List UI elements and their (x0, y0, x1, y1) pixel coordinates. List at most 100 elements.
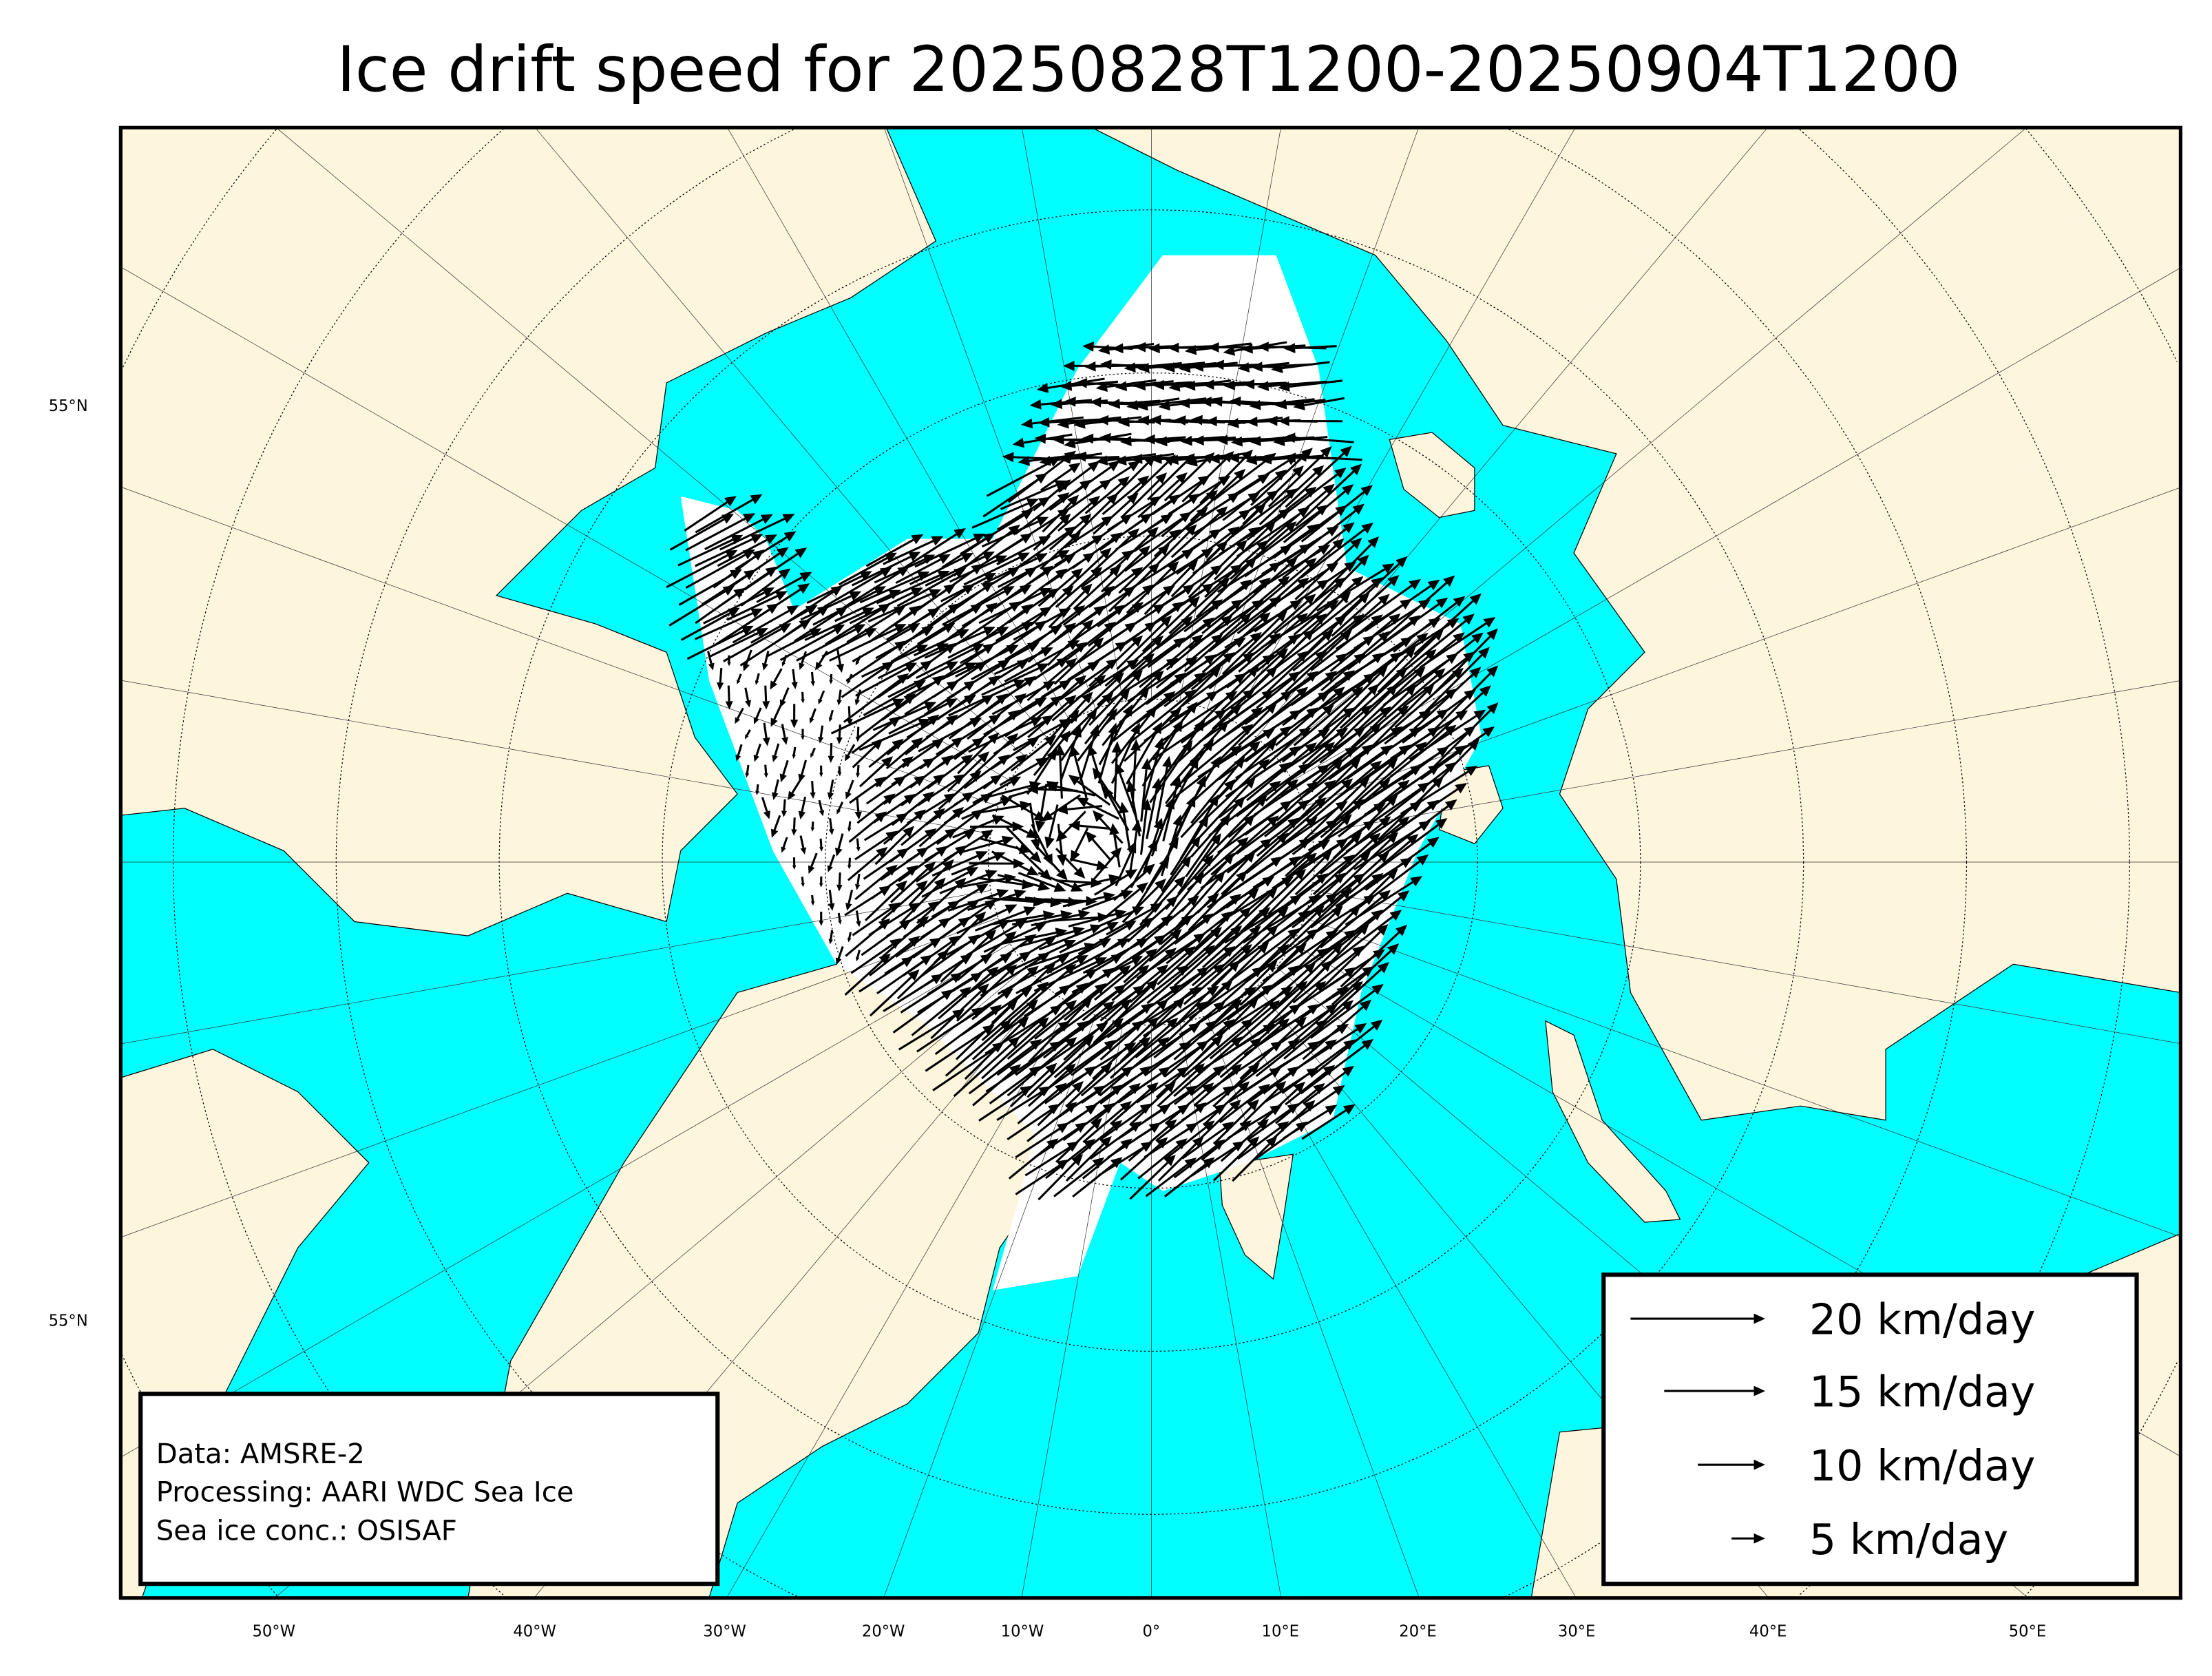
drift-arrow (1055, 848, 1086, 879)
drift-arrow (706, 651, 715, 671)
drift-arrow (1124, 529, 1181, 572)
drift-arrow (978, 533, 1033, 568)
drift-arrow (948, 680, 1026, 717)
drift-arrow (1053, 637, 1104, 685)
drift-arrow (1040, 462, 1081, 492)
drift-arrow (1010, 735, 1057, 772)
drift-arrow (898, 846, 948, 883)
drift-arrow (1257, 380, 1327, 392)
drift-arrow (1313, 832, 1381, 895)
latitude-circle (1508, 129, 1968, 863)
info-box: Data: AMSRE-2 Processing: AARI WDC Sea I… (138, 1392, 720, 1586)
drift-arrow (1285, 629, 1352, 693)
drift-arrow (981, 981, 1049, 1042)
drift-arrow (1116, 965, 1189, 1021)
drift-arrow (1005, 826, 1042, 863)
drift-arrow (1180, 779, 1236, 839)
drift-arrow (1185, 813, 1231, 877)
drift-arrow (1070, 672, 1124, 724)
drift-arrow (1382, 653, 1459, 706)
drift-arrow (799, 651, 808, 671)
drift-arrow (1238, 613, 1308, 673)
drift-arrow (1256, 797, 1327, 857)
drift-arrow (1365, 799, 1440, 855)
drift-arrow (981, 663, 1049, 696)
drift-arrow (1402, 651, 1475, 708)
drift-arrow (1292, 1085, 1345, 1122)
drift-arrow (1339, 667, 1408, 729)
drift-arrow (1249, 398, 1315, 410)
drift-arrow (815, 650, 828, 671)
drift-arrow (1228, 1067, 1282, 1104)
drift-arrow (1275, 399, 1326, 410)
drift-arrow (1201, 577, 1272, 634)
drift-arrow (677, 534, 744, 567)
drift-arrow (1283, 432, 1354, 443)
drift-arrow (1084, 476, 1130, 514)
drift-arrow (1304, 554, 1369, 620)
drift-arrow (1229, 521, 1297, 580)
drift-arrow (1141, 720, 1183, 787)
drift-arrow (1055, 744, 1066, 799)
drift-arrow (1294, 463, 1362, 527)
drift-arrow (1173, 870, 1225, 931)
drift-arrow (819, 911, 824, 926)
drift-arrow (905, 714, 958, 755)
lon-label: 50°E (2009, 1622, 2046, 1640)
drift-arrow (1033, 513, 1071, 551)
drift-arrow (996, 985, 1071, 1038)
drift-arrow (925, 791, 975, 826)
drift-arrow (1424, 647, 1490, 713)
drift-arrow (1161, 835, 1201, 892)
drift-arrow (849, 776, 887, 804)
drift-arrow (1157, 1135, 1204, 1182)
drift-arrow (996, 496, 1051, 531)
drift-arrow (1209, 1000, 1281, 1060)
drift-arrow (743, 649, 752, 672)
drift-arrow (1219, 1083, 1271, 1124)
drift-arrow (1157, 1063, 1205, 1107)
drift-arrow (836, 689, 842, 706)
land-canada-alaska (120, 127, 937, 936)
drift-arrow (896, 527, 967, 574)
drift-arrow (918, 717, 982, 753)
meridian-line (1312, 890, 2181, 1044)
drift-arrow (1157, 927, 1223, 985)
drift-arrow (1158, 397, 1221, 411)
drift-arrow (1100, 545, 1150, 593)
drift-arrow (1164, 739, 1214, 804)
drift-arrow (1331, 832, 1399, 896)
drift-arrow (781, 654, 788, 667)
drift-arrow (1300, 523, 1373, 579)
drift-arrow (925, 1025, 995, 1072)
drift-arrow (1373, 818, 1448, 873)
drift-arrow (1108, 398, 1161, 409)
drift-arrow (836, 872, 843, 892)
drift-arrow (1064, 938, 1130, 974)
drift-arrow (845, 890, 854, 911)
drift-arrow (1074, 874, 1121, 888)
drift-arrow (1130, 739, 1141, 804)
drift-arrow (1258, 465, 1325, 525)
drift-arrow (1066, 547, 1112, 591)
drift-arrow (1024, 943, 1097, 969)
drift-arrow (1041, 709, 1079, 760)
drift-arrow (837, 766, 842, 777)
drift-arrow (744, 729, 751, 740)
drift-arrow (1035, 846, 1068, 881)
legend-frame (1601, 1272, 2139, 1586)
drift-arrow (1195, 556, 1257, 618)
drift-arrow (1109, 1017, 1179, 1079)
drift-arrow (810, 780, 816, 799)
legend-arrow-20 (1630, 1313, 1766, 1324)
drift-arrow (916, 845, 967, 883)
drift-arrow (1236, 577, 1309, 635)
drift-arrow (1084, 688, 1130, 745)
drift-arrow (892, 989, 954, 1034)
drift-arrow (1008, 1138, 1059, 1180)
speed-legend: 20 km/day 15 km/day 10 km/day 5 km/day (1601, 1272, 2139, 1586)
drift-arrow (895, 917, 951, 958)
drift-arrow (1349, 834, 1419, 894)
drift-arrow (1236, 763, 1311, 817)
drift-arrow (1245, 817, 1318, 874)
